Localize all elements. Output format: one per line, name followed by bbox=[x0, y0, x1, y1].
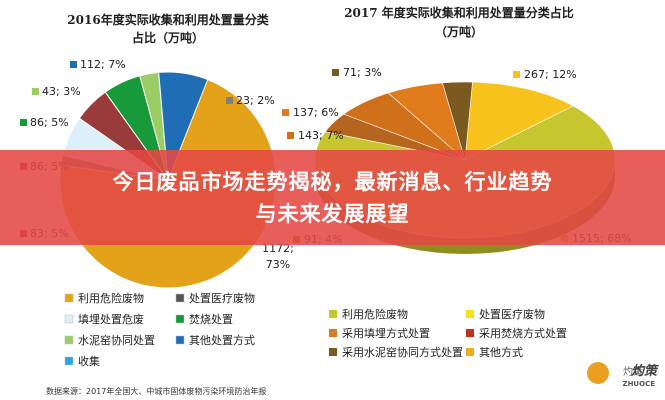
watermark-brand-en: ZHUOCE bbox=[622, 380, 656, 388]
right-legend-label: 采用焚烧方式处置 bbox=[479, 326, 567, 340]
right-chart-title-line2: （万吨） bbox=[435, 24, 483, 39]
right-data-label: 137; 6% bbox=[293, 106, 339, 119]
left-legend-label: 其他处置方式 bbox=[189, 333, 255, 347]
left-data-label-main-value: 1172; bbox=[262, 242, 294, 255]
watermark-logo: 灼策 ZHUOCE bbox=[587, 360, 657, 394]
left-legend-swatch bbox=[64, 314, 74, 324]
right-legend-swatch bbox=[329, 310, 337, 318]
watermark-account: 灼策 bbox=[623, 367, 643, 378]
headline-banner: 今日废品市场走势揭秘，最新消息、行业趋势与未来发展展望 bbox=[0, 150, 665, 245]
right-chart-title-line1: 2017 年度实际收集和利用处置量分类占比 bbox=[344, 5, 574, 20]
left-legend-swatch bbox=[64, 356, 74, 366]
right-pie-slice-5 bbox=[442, 81, 473, 161]
left-data-label-main-percent: 73% bbox=[266, 258, 290, 271]
left-legend-label: 收集 bbox=[78, 354, 100, 368]
right-data-label: 71; 3% bbox=[343, 66, 382, 79]
left-label-marker bbox=[20, 119, 27, 126]
right-legend-swatch bbox=[466, 329, 474, 337]
left-data-label: 86; 5% bbox=[30, 116, 69, 129]
left-legend-label: 填埋处置危废 bbox=[78, 312, 144, 326]
left-chart-title-line1: 2016年度实际收集和利用处置量分类 bbox=[67, 12, 269, 27]
right-label-marker bbox=[332, 69, 339, 76]
right-legend-label: 采用水泥窑协同方式处置 bbox=[342, 345, 463, 359]
left-legend-swatch bbox=[175, 335, 185, 345]
headline-text: 今日废品市场走势揭秘，最新消息、行业趋势与未来发展展望 bbox=[112, 169, 553, 226]
watermark-brand-cn: 灼策 bbox=[630, 364, 657, 379]
left-legend-swatch bbox=[175, 314, 185, 324]
right-legend-swatch bbox=[329, 329, 337, 337]
left-legend-swatch bbox=[64, 335, 74, 345]
right-label-marker bbox=[282, 109, 289, 116]
right-legend-swatch bbox=[329, 348, 337, 356]
left-legend-swatch bbox=[64, 293, 74, 303]
right-data-label: 143; 7% bbox=[298, 129, 344, 142]
right-pie-slice-1 bbox=[464, 81, 574, 161]
right-label-marker bbox=[287, 132, 294, 139]
right-legend-label: 处置医疗废物 bbox=[479, 307, 545, 321]
left-legend-label: 处置医疗废物 bbox=[189, 291, 255, 305]
right-label-marker bbox=[513, 71, 520, 78]
left-legend-swatch bbox=[175, 293, 185, 303]
left-label-marker bbox=[226, 97, 233, 104]
left-chart-title-line2: 占比（万吨） bbox=[132, 30, 204, 45]
right-data-label: 267; 12% bbox=[524, 68, 577, 81]
right-legend-swatch bbox=[466, 348, 474, 356]
right-legend-label: 利用危险废物 bbox=[342, 307, 408, 321]
right-legend-label: 采用填埋方式处置 bbox=[342, 326, 430, 340]
left-label-marker bbox=[70, 61, 77, 68]
left-legend-label: 利用危险废物 bbox=[78, 291, 144, 305]
brand-logo-icon bbox=[587, 362, 609, 384]
left-data-label: 23; 2% bbox=[236, 94, 275, 107]
left-data-label: 112; 7% bbox=[80, 58, 126, 71]
source-note: 数据来源：2017年全国大、中城市固体废物污染环境防治年报 bbox=[46, 386, 266, 396]
left-label-marker bbox=[32, 88, 39, 95]
left-data-label: 43; 3% bbox=[42, 85, 81, 98]
left-legend-label: 焚烧处置 bbox=[189, 313, 233, 326]
left-legend-label: 水泥窑协同处置 bbox=[78, 333, 155, 347]
right-legend-swatch bbox=[466, 310, 474, 318]
right-legend-label: 其他方式 bbox=[479, 345, 523, 359]
